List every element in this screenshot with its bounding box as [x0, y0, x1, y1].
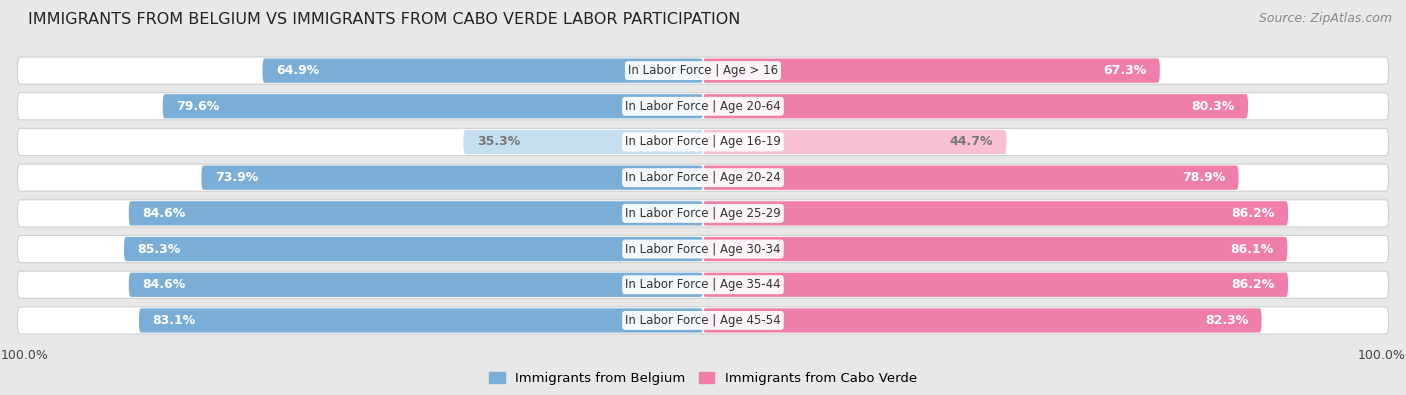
FancyBboxPatch shape — [703, 273, 1288, 297]
FancyBboxPatch shape — [129, 201, 703, 226]
Text: In Labor Force | Age 45-54: In Labor Force | Age 45-54 — [626, 314, 780, 327]
FancyBboxPatch shape — [703, 308, 1261, 333]
Text: 80.3%: 80.3% — [1191, 100, 1234, 113]
Text: In Labor Force | Age 20-64: In Labor Force | Age 20-64 — [626, 100, 780, 113]
FancyBboxPatch shape — [703, 166, 1239, 190]
Text: IMMIGRANTS FROM BELGIUM VS IMMIGRANTS FROM CABO VERDE LABOR PARTICIPATION: IMMIGRANTS FROM BELGIUM VS IMMIGRANTS FR… — [28, 12, 741, 27]
Text: In Labor Force | Age > 16: In Labor Force | Age > 16 — [628, 64, 778, 77]
FancyBboxPatch shape — [17, 93, 1389, 120]
Text: Source: ZipAtlas.com: Source: ZipAtlas.com — [1258, 12, 1392, 25]
FancyBboxPatch shape — [703, 130, 1007, 154]
FancyBboxPatch shape — [263, 58, 703, 83]
Text: In Labor Force | Age 35-44: In Labor Force | Age 35-44 — [626, 278, 780, 291]
Text: In Labor Force | Age 20-24: In Labor Force | Age 20-24 — [626, 171, 780, 184]
Text: 67.3%: 67.3% — [1102, 64, 1146, 77]
Text: 86.1%: 86.1% — [1230, 243, 1274, 256]
FancyBboxPatch shape — [139, 308, 703, 333]
FancyBboxPatch shape — [703, 94, 1249, 118]
FancyBboxPatch shape — [163, 94, 703, 118]
FancyBboxPatch shape — [464, 130, 703, 154]
Text: 84.6%: 84.6% — [142, 207, 186, 220]
Text: 78.9%: 78.9% — [1181, 171, 1225, 184]
FancyBboxPatch shape — [17, 200, 1389, 227]
Text: 85.3%: 85.3% — [138, 243, 181, 256]
Text: 73.9%: 73.9% — [215, 171, 259, 184]
Legend: Immigrants from Belgium, Immigrants from Cabo Verde: Immigrants from Belgium, Immigrants from… — [484, 367, 922, 390]
FancyBboxPatch shape — [17, 271, 1389, 298]
FancyBboxPatch shape — [17, 307, 1389, 334]
Text: 79.6%: 79.6% — [176, 100, 219, 113]
FancyBboxPatch shape — [17, 128, 1389, 156]
Text: 84.6%: 84.6% — [142, 278, 186, 291]
Text: In Labor Force | Age 25-29: In Labor Force | Age 25-29 — [626, 207, 780, 220]
FancyBboxPatch shape — [703, 201, 1288, 226]
FancyBboxPatch shape — [17, 164, 1389, 191]
FancyBboxPatch shape — [17, 57, 1389, 84]
Text: In Labor Force | Age 16-19: In Labor Force | Age 16-19 — [626, 135, 780, 149]
FancyBboxPatch shape — [201, 166, 703, 190]
Text: 44.7%: 44.7% — [949, 135, 993, 149]
Text: 86.2%: 86.2% — [1232, 278, 1274, 291]
Text: In Labor Force | Age 30-34: In Labor Force | Age 30-34 — [626, 243, 780, 256]
Text: 83.1%: 83.1% — [152, 314, 195, 327]
FancyBboxPatch shape — [703, 237, 1288, 261]
Text: 82.3%: 82.3% — [1205, 314, 1249, 327]
Text: 86.2%: 86.2% — [1232, 207, 1274, 220]
FancyBboxPatch shape — [124, 237, 703, 261]
FancyBboxPatch shape — [17, 235, 1389, 263]
FancyBboxPatch shape — [129, 273, 703, 297]
FancyBboxPatch shape — [703, 58, 1160, 83]
Text: 35.3%: 35.3% — [477, 135, 520, 149]
Text: 64.9%: 64.9% — [276, 64, 319, 77]
